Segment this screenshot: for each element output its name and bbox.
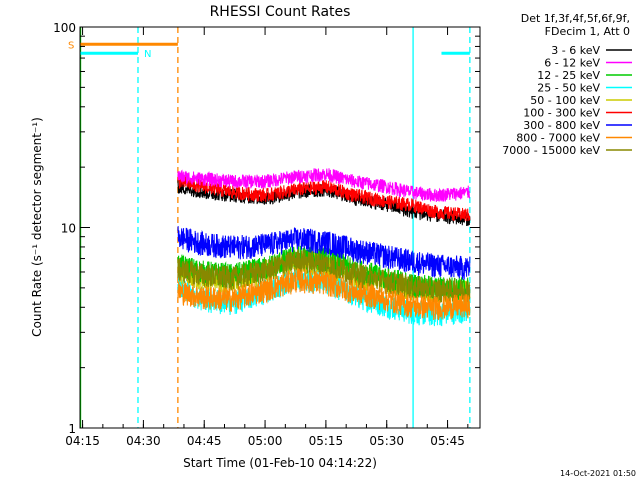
state-marker-label: S <box>68 40 74 51</box>
x-tick-label: 04:15 <box>65 434 100 448</box>
y-axis-label: Count Rate (s⁻¹ detector segment⁻¹) <box>30 117 44 337</box>
x-axis-label: Start Time (01-Feb-10 04:14:22) <box>183 456 377 470</box>
legend-entry-label: 6 - 12 keV <box>544 57 600 70</box>
plot-frame <box>79 26 481 429</box>
state-marker-label: N <box>144 49 151 60</box>
series-line <box>177 226 471 280</box>
legend: Det 1f,3f,4f,5f,6f,9f, FDecim 1, Att 0 3… <box>502 12 632 157</box>
x-tick-label: 05:30 <box>369 434 404 448</box>
x-tick-label: 04:30 <box>126 434 161 448</box>
legend-entry-label: 25 - 50 keV <box>537 82 600 95</box>
legend-entry-label: 12 - 25 keV <box>537 69 600 82</box>
y-tick-label: 10 <box>61 222 76 236</box>
y-tick-label: 1 <box>68 422 76 436</box>
legend-header-line1: Det 1f,3f,4f,5f,6f,9f, <box>521 12 630 25</box>
legend-entry-label: 100 - 300 keV <box>523 107 600 120</box>
series-line <box>177 168 471 203</box>
x-tick-label: 05:00 <box>248 434 283 448</box>
series-line <box>177 175 471 222</box>
y-tick-label: 100 <box>53 21 76 35</box>
footer-date: 14-Oct-2021 01:50 <box>560 469 636 478</box>
axes: 04:15 04:30 04:45 05:00 05:15 05:30 05:45 1 10 10… <box>53 21 480 448</box>
legend-entry-label: 300 - 800 keV <box>523 119 600 132</box>
x-tick-label: 04:45 <box>187 434 222 448</box>
series-line <box>177 267 471 321</box>
legend-entry-label: 3 - 6 keV <box>551 44 600 57</box>
plot-content: SN <box>68 27 471 428</box>
legend-header-line2: FDecim 1, Att 0 <box>545 25 630 38</box>
legend-entry-label: 50 - 100 keV <box>530 94 600 107</box>
legend-entry-label: 7000 - 15000 keV <box>502 144 600 157</box>
legend-entry-label: 800 - 7000 keV <box>516 132 600 145</box>
x-tick-label: 05:45 <box>430 434 465 448</box>
chart-title: RHESSI Count Rates <box>210 4 351 20</box>
x-tick-label: 05:15 <box>309 434 344 448</box>
